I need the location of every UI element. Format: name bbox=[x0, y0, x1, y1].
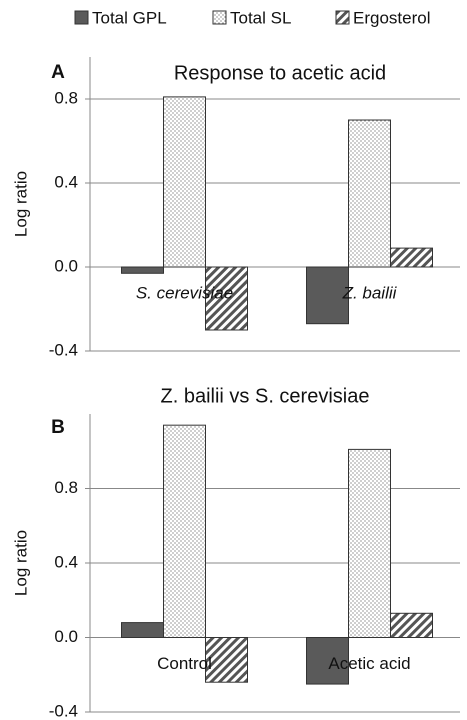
chart-title: Response to acetic acid bbox=[174, 62, 386, 84]
y-axis-label: Log ratio bbox=[11, 530, 30, 596]
y-tick-label: 0.8 bbox=[54, 88, 78, 107]
y-tick-label: -0.4 bbox=[49, 701, 78, 720]
x-tick-label: Acetic acid bbox=[328, 654, 410, 673]
x-tick-label: Control bbox=[157, 654, 212, 673]
bar bbox=[121, 622, 164, 638]
y-tick-label: 0.0 bbox=[54, 256, 78, 275]
panel-label: A bbox=[51, 62, 65, 83]
y-tick-label: 0.4 bbox=[54, 552, 78, 571]
legend-swatch bbox=[335, 10, 350, 25]
y-axis-label: Log ratio bbox=[11, 171, 30, 237]
panel-label: B bbox=[51, 417, 65, 438]
y-tick-label: 0.4 bbox=[54, 172, 78, 191]
bar bbox=[348, 448, 391, 639]
legend-label: Total GPL bbox=[92, 8, 167, 27]
y-tick-label: -0.4 bbox=[49, 340, 78, 359]
bar bbox=[205, 637, 248, 683]
bar bbox=[306, 637, 349, 685]
y-tick-label: 0.8 bbox=[54, 478, 78, 497]
bar bbox=[348, 119, 391, 268]
chart-title: Z. bailii vs S. cerevisiae bbox=[161, 385, 370, 407]
bar bbox=[205, 266, 248, 331]
x-tick-label: S. cerevisiae bbox=[136, 283, 233, 302]
legend-swatch bbox=[74, 10, 89, 25]
bar bbox=[390, 612, 433, 638]
bar bbox=[121, 266, 164, 274]
x-tick-label: Z. bailii bbox=[342, 283, 398, 302]
bar bbox=[163, 96, 206, 268]
bar bbox=[306, 266, 349, 325]
legend-label: Ergosterol bbox=[353, 8, 430, 27]
legend-swatch bbox=[212, 10, 227, 25]
bar bbox=[390, 247, 433, 268]
legend-label: Total SL bbox=[230, 8, 291, 27]
bar bbox=[163, 424, 206, 638]
y-tick-label: 0.0 bbox=[54, 627, 78, 646]
